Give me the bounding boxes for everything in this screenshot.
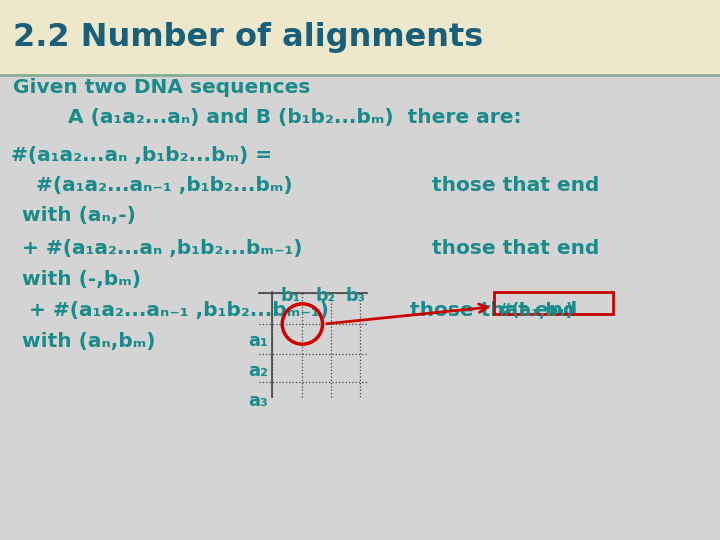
Text: #(a₁a₂...aₙ₋₁ ,b₁b₂...bₘ): #(a₁a₂...aₙ₋₁ ,b₁b₂...bₘ) bbox=[36, 176, 292, 195]
Text: a₃: a₃ bbox=[248, 392, 268, 409]
Text: #(a₁a₂...aₙ ,b₁b₂...bₘ) =: #(a₁a₂...aₙ ,b₁b₂...bₘ) = bbox=[11, 146, 272, 165]
Text: those that end: those that end bbox=[410, 301, 577, 320]
Text: Given two DNA sequences: Given two DNA sequences bbox=[13, 78, 310, 97]
Text: b₁: b₁ bbox=[281, 287, 301, 305]
Text: those that end: those that end bbox=[432, 239, 599, 258]
Text: with (aₙ,-): with (aₙ,-) bbox=[22, 206, 135, 225]
Text: #(a₁,b₁): #(a₁,b₁) bbox=[498, 302, 575, 320]
Text: + #(a₁a₂...aₙ₋₁ ,b₁b₂...bₘ₋₁): + #(a₁a₂...aₙ₋₁ ,b₁b₂...bₘ₋₁) bbox=[22, 301, 328, 320]
Text: a₁: a₁ bbox=[248, 332, 269, 349]
Text: those that end: those that end bbox=[432, 176, 599, 195]
Text: with (aₙ,bₘ): with (aₙ,bₘ) bbox=[22, 332, 155, 350]
Text: 2.2 Number of alignments: 2.2 Number of alignments bbox=[13, 22, 483, 53]
Text: b₃: b₃ bbox=[346, 287, 366, 305]
Text: with (-,bₘ): with (-,bₘ) bbox=[22, 270, 140, 289]
Text: A (a₁a₂...aₙ) and B (b₁b₂...bₘ)  there are:: A (a₁a₂...aₙ) and B (b₁b₂...bₘ) there ar… bbox=[68, 108, 522, 127]
Text: a₂: a₂ bbox=[248, 362, 269, 380]
Text: b₂: b₂ bbox=[315, 287, 336, 305]
Text: + #(a₁a₂...aₙ ,b₁b₂...bₘ₋₁): + #(a₁a₂...aₙ ,b₁b₂...bₘ₋₁) bbox=[22, 239, 302, 258]
Bar bbox=[0, 0, 720, 75]
